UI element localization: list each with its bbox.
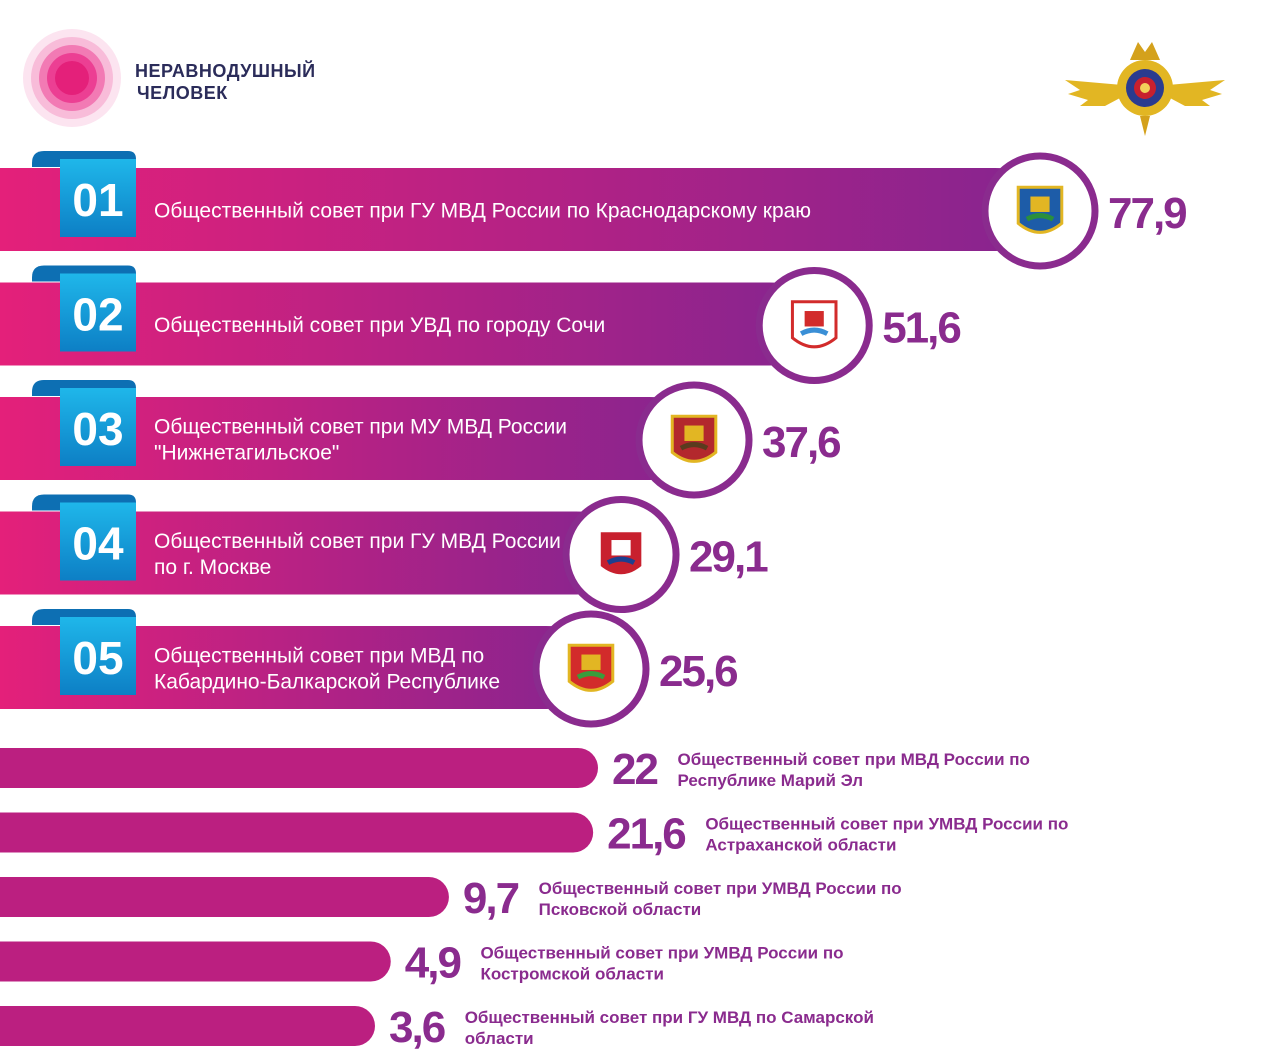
value-label: 29,1 [689,533,768,582]
category-label: области [465,1029,534,1048]
category-label: Общественный совет при УМВД России по [539,879,902,898]
ranked-bar-row: 05 Общественный совет при МВД по Кабардино… [0,609,739,728]
bar [0,626,596,709]
moscow-coat-of-arms-icon [597,529,645,578]
shield-charge [1030,196,1050,212]
category-label: Общественный совет при ГУ МВД по Самарск… [465,1008,874,1027]
category-label: Республике Марий Эл [677,771,863,790]
nizhny-tagil-coat-of-arms-icon [670,414,718,463]
value-label: 51,6 [882,304,960,353]
bar [0,941,391,982]
shield-charge [684,425,704,441]
value-label: 3,6 [389,1003,445,1052]
brand-line-1: НЕРАВНОДУШНЫЙ [135,61,316,81]
category-label: Общественный совет при ГУ МВД России [154,530,561,553]
small-bar-row: 9,7 Общественный совет при УМВД России по… [0,874,902,923]
mvd-double-headed-eagle-emblem-icon [1065,42,1225,136]
rank-badge [60,273,136,352]
small-bar-row: 3,6 Общественный совет при ГУ МВД по Сама… [0,1003,874,1052]
rank-badge [60,388,136,466]
category-label: Общественный совет при УВД по городу Соч… [154,314,605,337]
bar [0,282,820,366]
bar [0,748,598,788]
bar [0,168,1045,251]
brand-line-2: ЧЕЛОВЕК [137,83,228,103]
bar [0,877,449,917]
small-bar-row: 21,6 Общественный совет при УМВД России п… [0,810,1068,859]
rank-number: 04 [72,518,124,570]
rank-number: 02 [72,289,123,341]
rank-badge [60,502,136,581]
value-label: 21,6 [607,810,685,859]
value-label: 22 [612,745,657,794]
value-label: 4,9 [405,939,461,988]
ranked-bar-row: 03 Общественный совет при МУ МВД России "Н… [0,380,842,499]
shield-detail [576,671,606,680]
rank-number: 01 [72,174,123,226]
category-label: Кабардино-Балкарской Республике [154,671,500,694]
small-bar-row: 22 Общественный совет при МВД России по Ре… [0,745,1030,794]
shield-charge [611,540,631,556]
category-label: "Нижнетагильское" [154,442,339,465]
sochi-coat-of-arms-icon [790,300,838,349]
shield-detail [1025,213,1055,222]
category-label: Костромской области [480,965,663,984]
bar [0,1006,375,1046]
category-label: Общественный совет при УМВД России по [480,944,843,963]
rank-badge [60,617,136,695]
bar [0,812,594,853]
brand-name: НЕРАВНОДУШНЫЙ ЧЕЛОВЕК [135,60,316,104]
shield-detail [606,556,636,565]
category-label: Общественный совет при ГУ МВД России по … [154,200,811,223]
shield-detail [799,327,829,336]
ranked-bar-row: 04 Общественный совет при ГУ МВД России по… [0,494,770,613]
value-label: 37,6 [762,418,840,467]
category-label: Астраханской области [705,836,896,855]
category-label: Общественный совет при МВД по [154,645,484,668]
shield-charge [581,654,601,670]
rank-number: 03 [72,403,123,455]
category-label: Псковской области [539,900,702,919]
category-label: по г. Москве [154,556,271,579]
ranked-bar-row: 01 Общественный совет при ГУ МВД России п… [0,151,1188,270]
category-label: Общественный совет при МУ МВД России [154,416,567,439]
shield-detail [679,442,709,451]
small-bar-row: 4,9 Общественный совет при УМВД России по… [0,939,843,988]
rank-badge [60,159,136,237]
kabardino-balkaria-coat-of-arms-icon [567,643,615,692]
value-label: 9,7 [463,874,519,923]
pink-circle-logo-icon [23,29,121,127]
category-label: Общественный совет при УМВД России по [705,815,1068,834]
bar [0,511,627,595]
ranked-bar-row: 02 Общественный совет при УВД по городу С… [0,265,962,384]
shield-charge [804,311,824,327]
rank-number: 05 [72,632,123,684]
value-label: 77,9 [1108,189,1186,238]
bar [0,397,700,480]
krasnodar-krai-coat-of-arms-icon [1016,185,1064,234]
value-label: 25,6 [659,647,737,696]
category-label: Общественный совет при МВД России по [677,750,1029,769]
